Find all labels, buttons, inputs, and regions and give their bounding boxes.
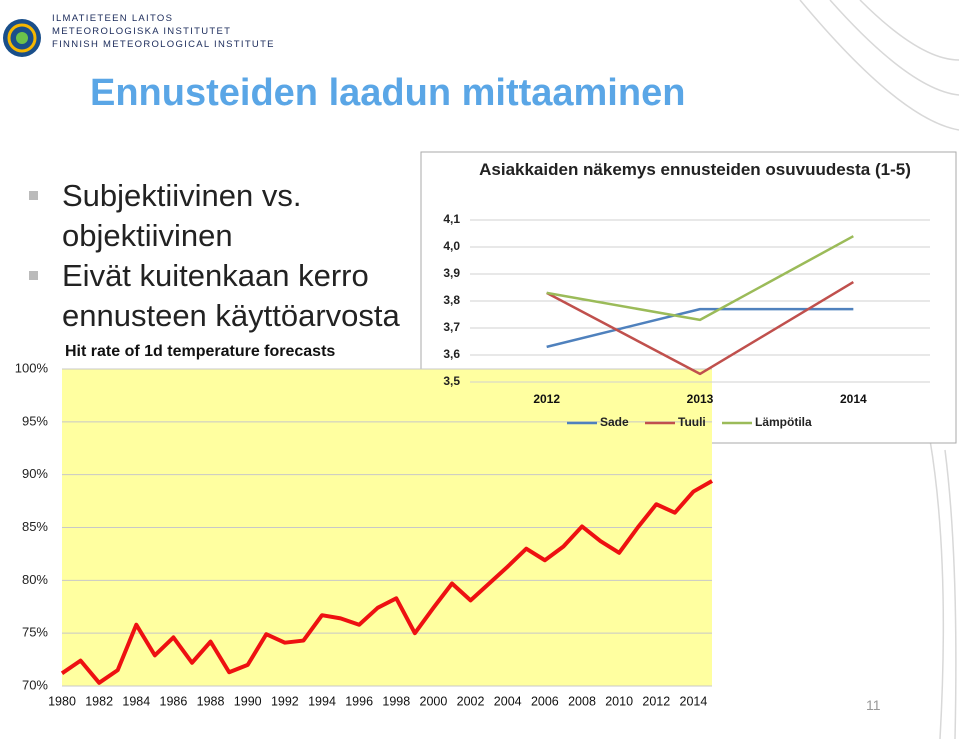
legend-label: Sade	[600, 415, 629, 429]
bullet: Subjektiivinen vs. objektiivinen	[29, 176, 422, 256]
x-tick-label: 2006	[531, 694, 559, 708]
y-tick-label: 85%	[22, 519, 48, 534]
x-tick-label: 1988	[197, 694, 225, 708]
logo-text: FINNISH METEOROLOGICAL INSTITUTE	[52, 39, 275, 50]
chart-title: Asiakkaiden näkemys ennusteiden osuvuude…	[479, 160, 911, 179]
x-tick-label: 2012	[533, 392, 560, 406]
y-tick-label: 75%	[22, 625, 48, 640]
x-tick-label: 1998	[382, 694, 410, 708]
decoration	[799, 0, 959, 739]
x-tick-label: 2004	[494, 694, 522, 708]
chart-title: Hit rate of 1d temperature forecasts	[65, 343, 335, 360]
x-tick-label: 1992	[271, 694, 299, 708]
x-tick-label: 1996	[345, 694, 373, 708]
y-tick-label: 100%	[15, 360, 49, 375]
logo-icon	[3, 19, 41, 57]
y-tick-label: 3,9	[443, 266, 460, 280]
data-line	[546, 281, 854, 376]
x-tick-label: 1984	[122, 694, 150, 708]
y-tick-label: 80%	[22, 572, 48, 587]
x-tick-label: 2002	[457, 694, 485, 708]
x-tick-label: 1980	[48, 694, 76, 708]
data-line	[546, 235, 854, 322]
y-tick-label: 3,6	[443, 347, 460, 361]
data-line	[60, 479, 713, 685]
x-tick-label: 2012	[642, 694, 670, 708]
x-tick-label: 2010	[605, 694, 633, 708]
x-tick-label: 1994	[308, 694, 336, 708]
slide-title: Ennusteiden laadun mittaaminen	[90, 72, 686, 114]
x-tick-label: 2013	[687, 392, 714, 406]
data-line	[546, 307, 854, 349]
x-tick-label: 1990	[234, 694, 262, 708]
y-tick-label: 70%	[22, 677, 48, 692]
page-number: 11	[866, 697, 881, 713]
logo-text: ILMATIETEEN LAITOS	[52, 13, 174, 24]
x-tick-label: 2000	[420, 694, 448, 708]
y-tick-label: 3,8	[443, 293, 460, 307]
y-tick-label: 3,5	[443, 374, 460, 388]
bullet: Eivät kuitenkaan kerro ennusteen käyttöa…	[29, 256, 422, 336]
x-tick-label: 1982	[85, 694, 113, 708]
x-tick-label: 1986	[160, 694, 188, 708]
logo-text: METEOROLOGISKA INSTITUTET	[52, 26, 232, 37]
y-tick-label: 90%	[22, 466, 48, 481]
y-tick-label: 95%	[22, 413, 48, 428]
y-tick-label: 4,1	[443, 212, 460, 226]
x-tick-label: 2014	[840, 392, 867, 406]
legend-label: Lämpötila	[755, 415, 812, 429]
y-tick-label: 4,0	[443, 239, 460, 253]
x-tick-label: 2014	[680, 694, 708, 708]
legend-label: Tuuli	[678, 415, 706, 429]
y-tick-label: 3,7	[443, 320, 460, 334]
x-tick-label: 2008	[568, 694, 596, 708]
